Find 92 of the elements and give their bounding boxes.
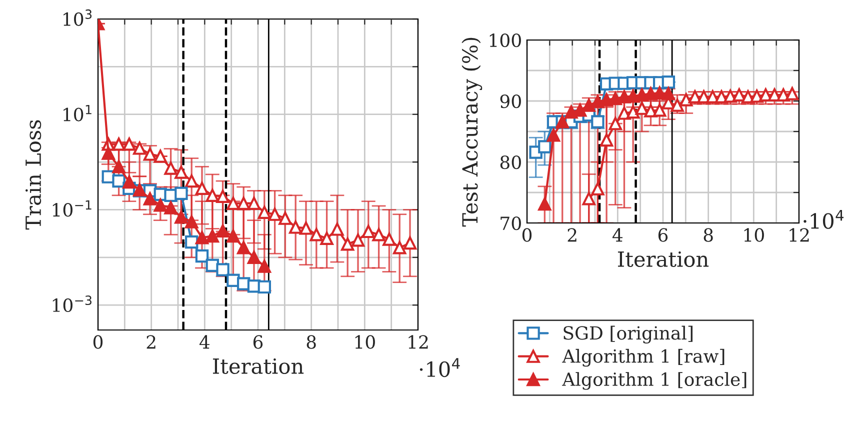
point — [310, 228, 323, 242]
point — [591, 182, 604, 196]
y-tick-label: 80 — [500, 155, 521, 170]
point — [195, 249, 209, 263]
point — [608, 116, 622, 130]
point — [164, 162, 178, 175]
point — [582, 98, 596, 112]
y-axis-title: Train Loss — [25, 120, 42, 230]
point — [237, 241, 250, 254]
point — [216, 190, 230, 204]
point — [258, 206, 271, 219]
x-tick-label: 4 — [612, 228, 622, 242]
point — [582, 192, 596, 206]
point — [112, 174, 126, 188]
text: ·10$^{4}$ — [804, 210, 844, 229]
point — [122, 175, 136, 189]
point — [226, 196, 240, 210]
point — [299, 222, 313, 235]
y-axis-title: Test Accuracy (%) — [462, 38, 482, 227]
point — [112, 160, 126, 174]
point — [143, 192, 157, 206]
x-axis-title: Iteration — [212, 358, 304, 374]
x-tick-label: 10 — [355, 335, 375, 349]
point — [237, 196, 250, 210]
x-tick-label: 8 — [306, 335, 316, 349]
x-tick-label: 2 — [146, 335, 156, 349]
point — [330, 222, 344, 236]
point — [393, 241, 406, 254]
point — [538, 140, 552, 154]
point — [289, 220, 302, 234]
x-tick-label: 0 — [93, 335, 103, 349]
y-tick-label: 100 — [490, 33, 521, 48]
x-tick-label: 6 — [253, 335, 263, 349]
point — [154, 198, 167, 212]
text: ·10$^{4}$ — [420, 358, 460, 378]
point — [143, 148, 157, 161]
point — [102, 146, 115, 160]
legend-label: SGD [original] — [564, 326, 692, 344]
point — [382, 232, 396, 246]
point — [174, 186, 188, 200]
y-tick-label: 10$^{−3}$ — [52, 296, 92, 312]
point — [112, 138, 126, 151]
point — [670, 98, 684, 112]
point — [403, 236, 417, 250]
x-tick-label: 10 — [744, 228, 764, 242]
y-tick-label: 90 — [500, 94, 521, 108]
y-tick-label: 10$^{1}$ — [64, 104, 92, 122]
point — [546, 128, 560, 142]
point — [174, 166, 188, 179]
point — [164, 201, 178, 214]
point — [206, 188, 219, 202]
point — [320, 232, 334, 246]
point — [185, 215, 198, 228]
point — [732, 88, 746, 102]
legend-label: Algorithm 1 [oracle] — [562, 372, 746, 390]
point — [195, 231, 209, 244]
point — [372, 228, 386, 242]
point — [206, 229, 219, 243]
x-axis-title: Iteration — [618, 251, 709, 268]
point — [538, 197, 552, 211]
point — [268, 208, 282, 221]
point — [216, 224, 230, 238]
point — [154, 150, 167, 163]
point — [258, 280, 271, 294]
point — [786, 87, 799, 100]
legend-label: Algorithm 1 [raw] — [562, 348, 724, 367]
x-tick-label: 8 — [704, 228, 713, 242]
point — [185, 235, 198, 249]
point — [351, 234, 365, 247]
x-tick-label: 6 — [658, 228, 668, 242]
point — [341, 238, 354, 251]
x-tick-label: 12 — [790, 228, 809, 242]
y-tick-label: 10$^{3}$ — [64, 9, 92, 26]
point — [195, 182, 209, 195]
point — [247, 196, 261, 210]
point — [362, 224, 375, 238]
point — [600, 133, 614, 147]
point — [247, 250, 261, 264]
point — [258, 260, 271, 273]
point — [133, 142, 146, 155]
point — [185, 174, 198, 188]
y-tick-label: 10$^{−1}$ — [52, 200, 92, 217]
x-tick-label: 4 — [199, 335, 210, 349]
point — [226, 229, 240, 243]
x-tick-label: 2 — [568, 228, 576, 242]
point — [278, 212, 292, 225]
point — [174, 210, 188, 224]
point — [216, 263, 230, 276]
point — [122, 138, 136, 151]
y-tick-label: 70 — [500, 216, 521, 230]
x-tick-label: 0 — [522, 228, 532, 242]
x-tick-label: 12 — [408, 335, 428, 349]
